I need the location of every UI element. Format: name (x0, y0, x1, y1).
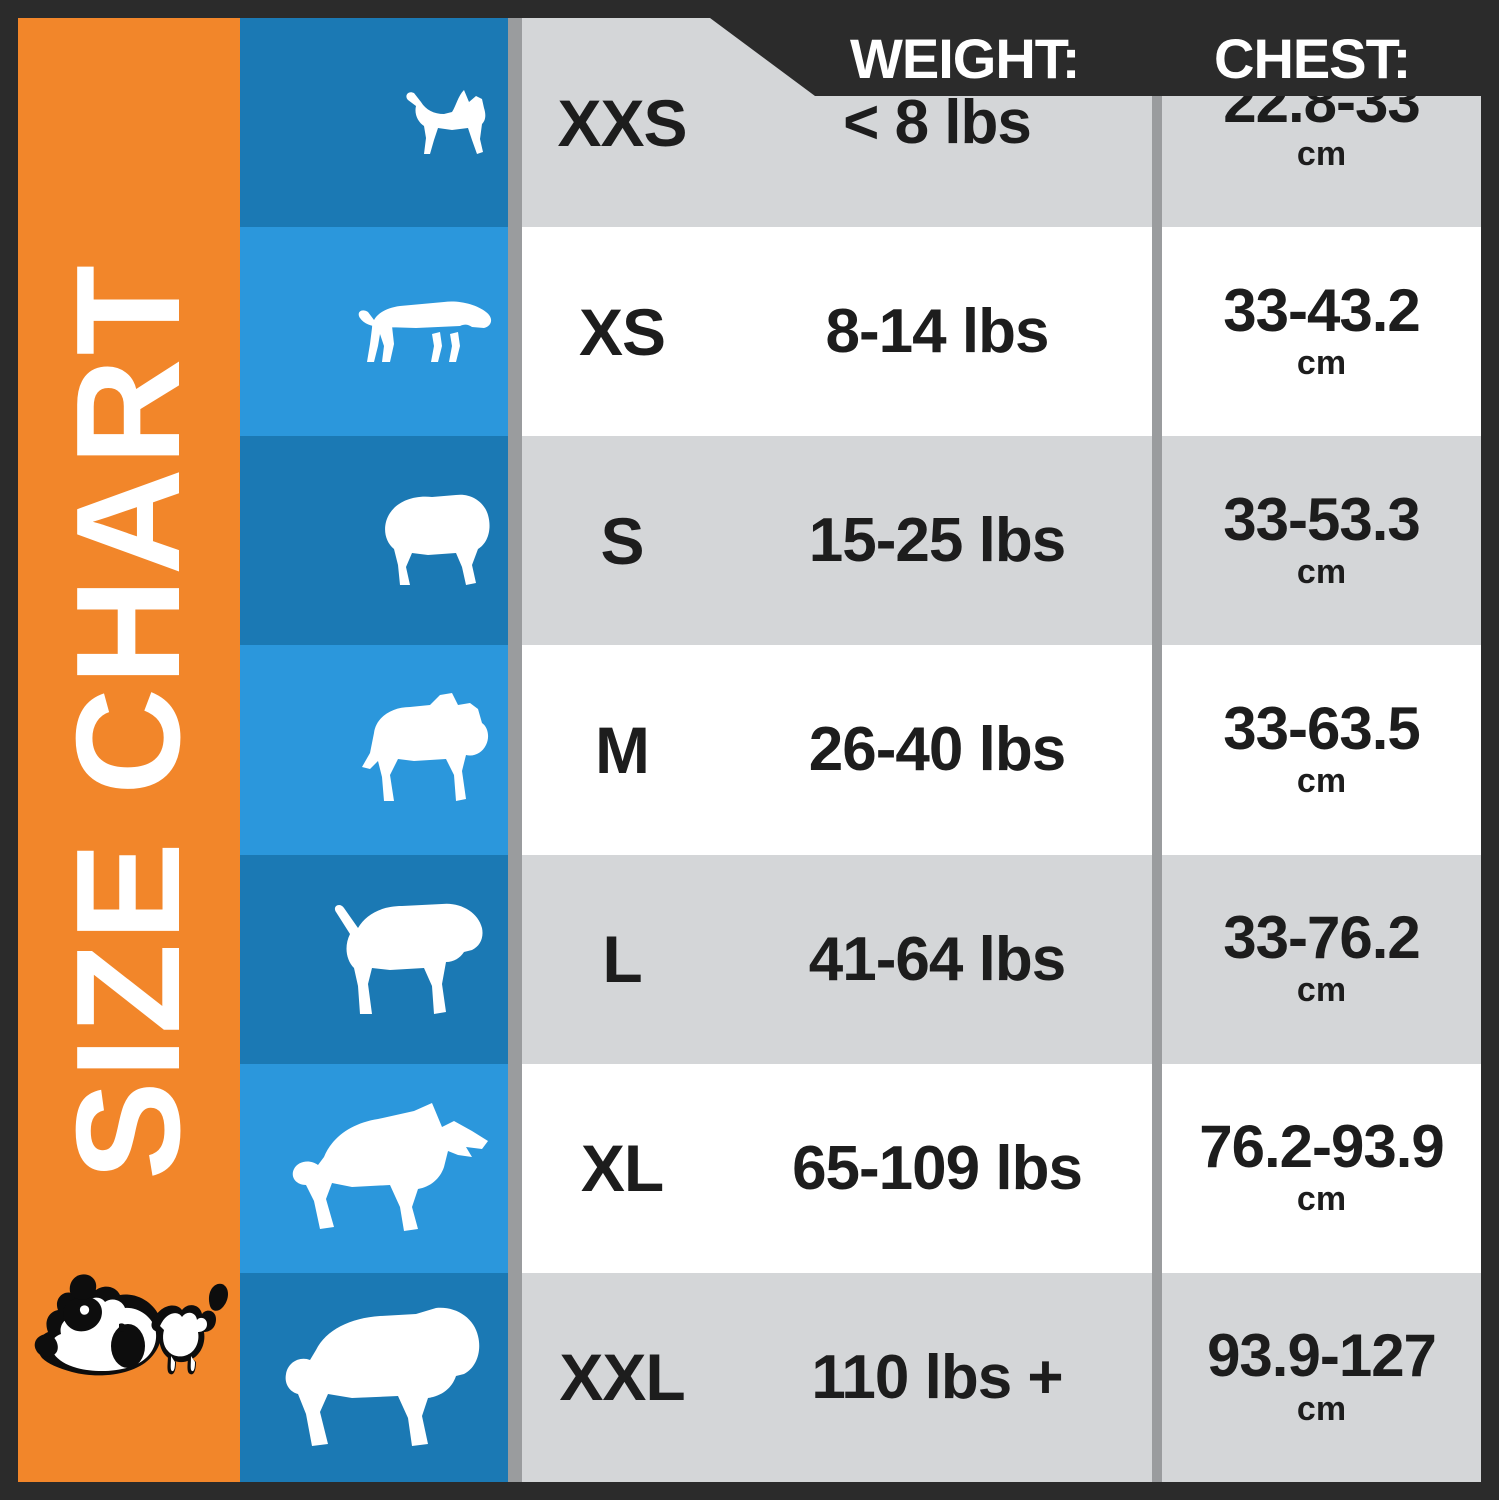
table-row: S 15-25 lbs 33-53.3 cm (522, 436, 1481, 646)
header-weight: WEIGHT: (850, 27, 1080, 90)
pug-icon (372, 491, 494, 591)
chest-range: 33-63.5 (1223, 695, 1420, 762)
page-title: SIZE CHART (46, 261, 211, 1180)
schnauzer-icon (354, 689, 494, 811)
column-divider (1152, 1063, 1162, 1273)
cell-size: XXL (559, 1340, 685, 1415)
chest-unit: cm (1296, 1180, 1347, 1219)
chest-range: 76.2-93.9 (1199, 1113, 1445, 1181)
header-labels: WEIGHT: CHEST: (18, 18, 1481, 96)
cell-chest: 93.9-127 cm (1162, 1273, 1481, 1482)
chart-frame: SIZE CHART (18, 18, 1481, 1482)
cell-size: XXS (557, 85, 687, 160)
title-panel: SIZE CHART (18, 18, 240, 1482)
cell-chest: 76.2-93.9 cm (1162, 1064, 1481, 1273)
column-divider (1152, 436, 1162, 646)
dog-cell-m (240, 645, 508, 855)
column-divider (1152, 854, 1162, 1064)
table-row: L 41-64 lbs 33-76.2 cm (522, 854, 1481, 1064)
chest-range: 33-43.2 (1223, 276, 1420, 344)
cartoon-dog-logo (24, 1258, 234, 1408)
column-divider (1152, 645, 1162, 855)
dog-cell-l (240, 854, 508, 1064)
cell-size: M (595, 712, 650, 787)
cell-chest: 33-43.2 cm (1162, 227, 1481, 436)
chihuahua-icon (394, 84, 494, 162)
cell-size: XL (580, 1131, 664, 1206)
size-table: XXS < 8 lbs 22.8-33 cm XS 8-14 lbs 33-43… (522, 18, 1481, 1482)
cell-weight: 65-109 lbs (792, 1133, 1083, 1203)
column-divider (1152, 1272, 1162, 1482)
cell-chest: 33-63.5 cm (1162, 645, 1481, 854)
table-row: XXL 110 lbs + 93.9-127 cm (522, 1272, 1481, 1482)
dog-cell-s (240, 436, 508, 646)
table-row: XS 8-14 lbs 33-43.2 cm (522, 227, 1481, 437)
chest-unit: cm (1296, 1389, 1347, 1428)
cell-weight: 110 lbs + (811, 1342, 1063, 1412)
cell-weight: 8-14 lbs (825, 297, 1050, 367)
table-row: M 26-40 lbs 33-63.5 cm (522, 645, 1481, 855)
chest-range: 33-76.2 (1223, 904, 1420, 972)
column-divider (1152, 18, 1162, 228)
mastiff-icon (276, 1304, 494, 1450)
dog-silhouette-column (240, 18, 508, 1482)
cell-chest: 33-76.2 cm (1162, 855, 1481, 1064)
chest-unit: cm (1296, 553, 1347, 592)
beagle-icon (324, 898, 494, 1020)
chest-unit: cm (1296, 762, 1347, 801)
cell-size: S (600, 503, 644, 578)
cell-weight: 41-64 lbs (808, 924, 1066, 994)
chest-range: 33-53.3 (1223, 485, 1420, 553)
dog-cell-xs (240, 227, 508, 437)
cell-weight: < 8 lbs (843, 88, 1032, 158)
cell-size: L (602, 922, 642, 997)
cell-size: XS (578, 294, 666, 369)
dog-cell-xxs (240, 18, 508, 228)
chest-unit: cm (1296, 134, 1347, 173)
cell-weight: 15-25 lbs (808, 506, 1066, 576)
chest-unit: cm (1296, 343, 1347, 382)
column-gutter (508, 18, 522, 1482)
shepherd-icon (286, 1101, 494, 1235)
cell-chest: 33-53.3 cm (1162, 436, 1481, 645)
dog-cell-xl (240, 1063, 508, 1273)
dog-cell-xxl (240, 1272, 508, 1482)
chest-unit: cm (1296, 971, 1347, 1010)
header-chest: CHEST: (1214, 27, 1411, 90)
column-divider (1152, 227, 1162, 437)
table-row: XL 65-109 lbs 76.2-93.9 cm (522, 1063, 1481, 1273)
chest-range: 93.9-127 (1207, 1322, 1437, 1390)
dachshund-icon (354, 294, 494, 370)
cell-weight: 26-40 lbs (808, 715, 1066, 785)
